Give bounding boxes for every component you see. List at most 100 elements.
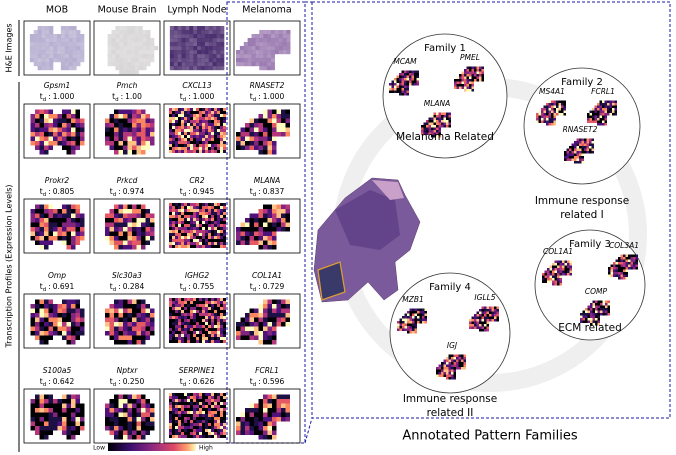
heat-cell <box>184 129 187 132</box>
heat-cell <box>211 141 214 144</box>
heat-cell <box>175 147 178 150</box>
heat-cell <box>220 304 223 307</box>
heat-cell <box>208 111 211 114</box>
he-cell <box>119 62 124 67</box>
heat-cell <box>587 118 590 121</box>
he-cell <box>76 46 81 51</box>
he-cell <box>267 50 272 55</box>
he-cell <box>57 46 62 51</box>
heat-cell <box>172 402 175 405</box>
heat-cell <box>220 129 223 132</box>
score-label: td:0.805 <box>40 187 75 198</box>
heat-cell <box>141 127 146 132</box>
heat-cell <box>544 278 547 281</box>
he-cell <box>130 66 135 71</box>
heat-cell <box>220 126 223 129</box>
heat-cell <box>136 150 141 155</box>
image-frame <box>93 198 161 254</box>
heat-cell <box>551 110 554 113</box>
heat-cell <box>469 79 472 82</box>
heat-cell <box>132 304 137 309</box>
heat-cell <box>184 423 187 426</box>
heat-cell <box>589 148 592 151</box>
heat-cell <box>604 110 607 113</box>
heat-cell <box>552 263 555 266</box>
he-cell <box>60 34 65 39</box>
heat-cell <box>453 362 456 365</box>
heat-cell <box>223 298 226 301</box>
heat-cell <box>267 150 272 155</box>
heat-cell <box>35 408 40 413</box>
he-cell <box>212 34 217 39</box>
he-cell <box>243 58 248 63</box>
heat-cell <box>414 70 417 73</box>
he-cell <box>80 50 85 55</box>
heat-cell <box>150 403 155 408</box>
he-cell <box>76 34 81 39</box>
he-cell <box>173 54 178 59</box>
heat-cell <box>454 81 457 84</box>
heat-cell <box>127 340 132 345</box>
heat-cell <box>184 405 187 408</box>
heat-cell <box>178 141 181 144</box>
heat-cell <box>451 367 454 370</box>
heat-cell <box>214 307 217 310</box>
heat-cell <box>476 321 479 324</box>
heat-cell <box>71 430 76 435</box>
heat-cell <box>178 337 181 340</box>
he-cell <box>270 58 275 63</box>
heat-cell <box>595 323 598 326</box>
heat-cell <box>169 120 172 123</box>
heat-cell <box>220 245 223 248</box>
he-cell <box>208 38 213 43</box>
heat-cell <box>175 141 178 144</box>
heat-cell <box>576 146 579 149</box>
heat-cell <box>178 423 181 426</box>
heat-cell <box>193 298 196 301</box>
he-cell <box>111 46 116 51</box>
heat-cell <box>172 239 175 242</box>
heat-cell <box>193 331 196 334</box>
he-cell <box>197 38 202 43</box>
heat-cell <box>422 313 425 316</box>
heat-cell <box>150 412 155 417</box>
heat-cell <box>205 233 208 236</box>
heat-cell <box>623 269 626 272</box>
heat-cell <box>57 313 62 318</box>
he-cell <box>154 46 159 51</box>
score-symbol: t <box>110 187 113 196</box>
heat-cell <box>464 84 467 87</box>
heat-cell <box>175 138 178 141</box>
heat-cell <box>599 115 602 118</box>
heat-cell <box>466 76 469 79</box>
heat-cell <box>557 265 560 268</box>
heat-cell <box>118 218 123 223</box>
heat-cell <box>438 364 441 367</box>
he-cell <box>115 38 120 43</box>
heat-cell <box>584 148 587 151</box>
heat-cell <box>109 326 114 331</box>
heat-cell <box>196 132 199 135</box>
heat-cell <box>123 408 128 413</box>
heat-cell <box>240 240 245 245</box>
heat-cell <box>240 236 245 241</box>
heat-cell <box>136 326 141 331</box>
score-subscript: d <box>253 382 257 388</box>
heat-cell <box>172 117 175 120</box>
heat-cell <box>474 76 477 79</box>
heat-cell <box>436 367 439 370</box>
heat-cell <box>217 224 220 227</box>
he-cell <box>177 50 182 55</box>
heat-cell <box>453 372 456 375</box>
heat-cell <box>602 310 605 313</box>
heat-cell <box>175 328 178 331</box>
heat-cell <box>109 118 114 123</box>
heat-cell <box>150 118 155 123</box>
heat-cell <box>62 304 67 309</box>
heat-cell <box>614 110 617 113</box>
heat-cell <box>459 74 462 77</box>
heat-cell <box>136 417 141 422</box>
heat-cell <box>249 127 254 132</box>
heat-cell <box>614 113 617 116</box>
heat-cell <box>187 423 190 426</box>
